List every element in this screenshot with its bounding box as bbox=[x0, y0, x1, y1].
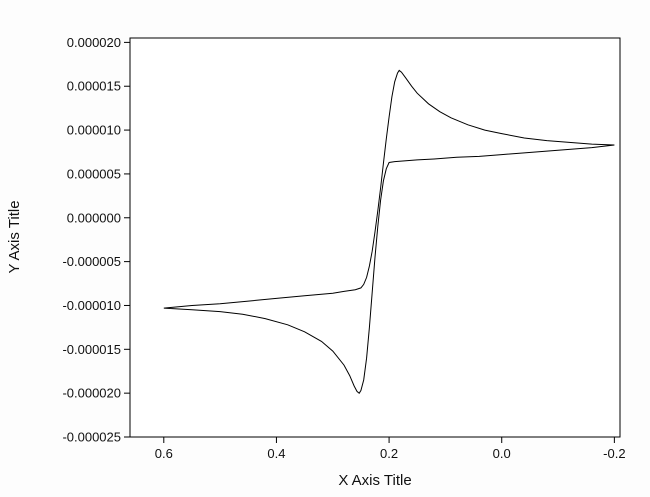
y-tick-label: 0.000000 bbox=[67, 210, 121, 225]
y-tick-label: 0.000020 bbox=[67, 35, 121, 50]
y-tick-label: 0.000015 bbox=[67, 79, 121, 94]
x-tick-label: 0.2 bbox=[380, 446, 398, 461]
y-tick-label: 0.000005 bbox=[67, 166, 121, 181]
y-axis-title: Y Axis Title bbox=[6, 200, 23, 273]
x-axis-title: X Axis Title bbox=[338, 472, 411, 489]
x-tick-label: -0.2 bbox=[603, 446, 625, 461]
y-tick-label: -0.000020 bbox=[62, 386, 121, 401]
series-curve bbox=[163, 69, 615, 394]
plot-frame bbox=[129, 37, 621, 438]
y-tick-label: 0.000010 bbox=[67, 123, 121, 138]
y-tick-label: -0.000025 bbox=[62, 430, 121, 445]
y-tick-label: -0.000010 bbox=[62, 298, 121, 313]
plot-layer: 0.000020 0.000015 0.000010 0.000005 0.000000… bbox=[62, 35, 625, 461]
x-tick-label: 0.6 bbox=[155, 446, 173, 461]
x-tick-label: 0.4 bbox=[267, 446, 285, 461]
x-tick-label: 0.0 bbox=[493, 446, 511, 461]
y-tick-label: -0.000015 bbox=[62, 342, 121, 357]
y-tick-label: -0.000005 bbox=[62, 254, 121, 269]
